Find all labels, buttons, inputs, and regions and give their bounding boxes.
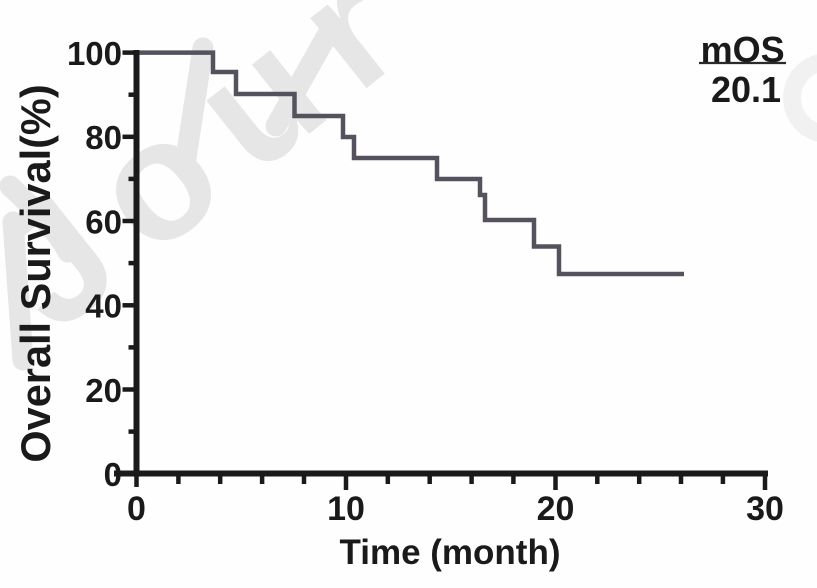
svg-text:80: 80 [85, 119, 122, 156]
svg-text:10: 10 [327, 490, 365, 528]
svg-text:0: 0 [127, 490, 146, 528]
svg-text:20: 20 [537, 490, 575, 528]
svg-text:100: 100 [67, 35, 122, 72]
svg-text:Overall Survival(%): Overall Survival(%) [12, 84, 59, 462]
svg-text:0: 0 [104, 456, 122, 493]
svg-text:Time (month): Time (month) [339, 533, 560, 572]
svg-text:20.1: 20.1 [711, 69, 781, 110]
svg-text:60: 60 [85, 203, 122, 240]
svg-text:40: 40 [85, 288, 122, 325]
svg-text:20: 20 [85, 372, 122, 409]
svg-text:30: 30 [746, 490, 784, 528]
